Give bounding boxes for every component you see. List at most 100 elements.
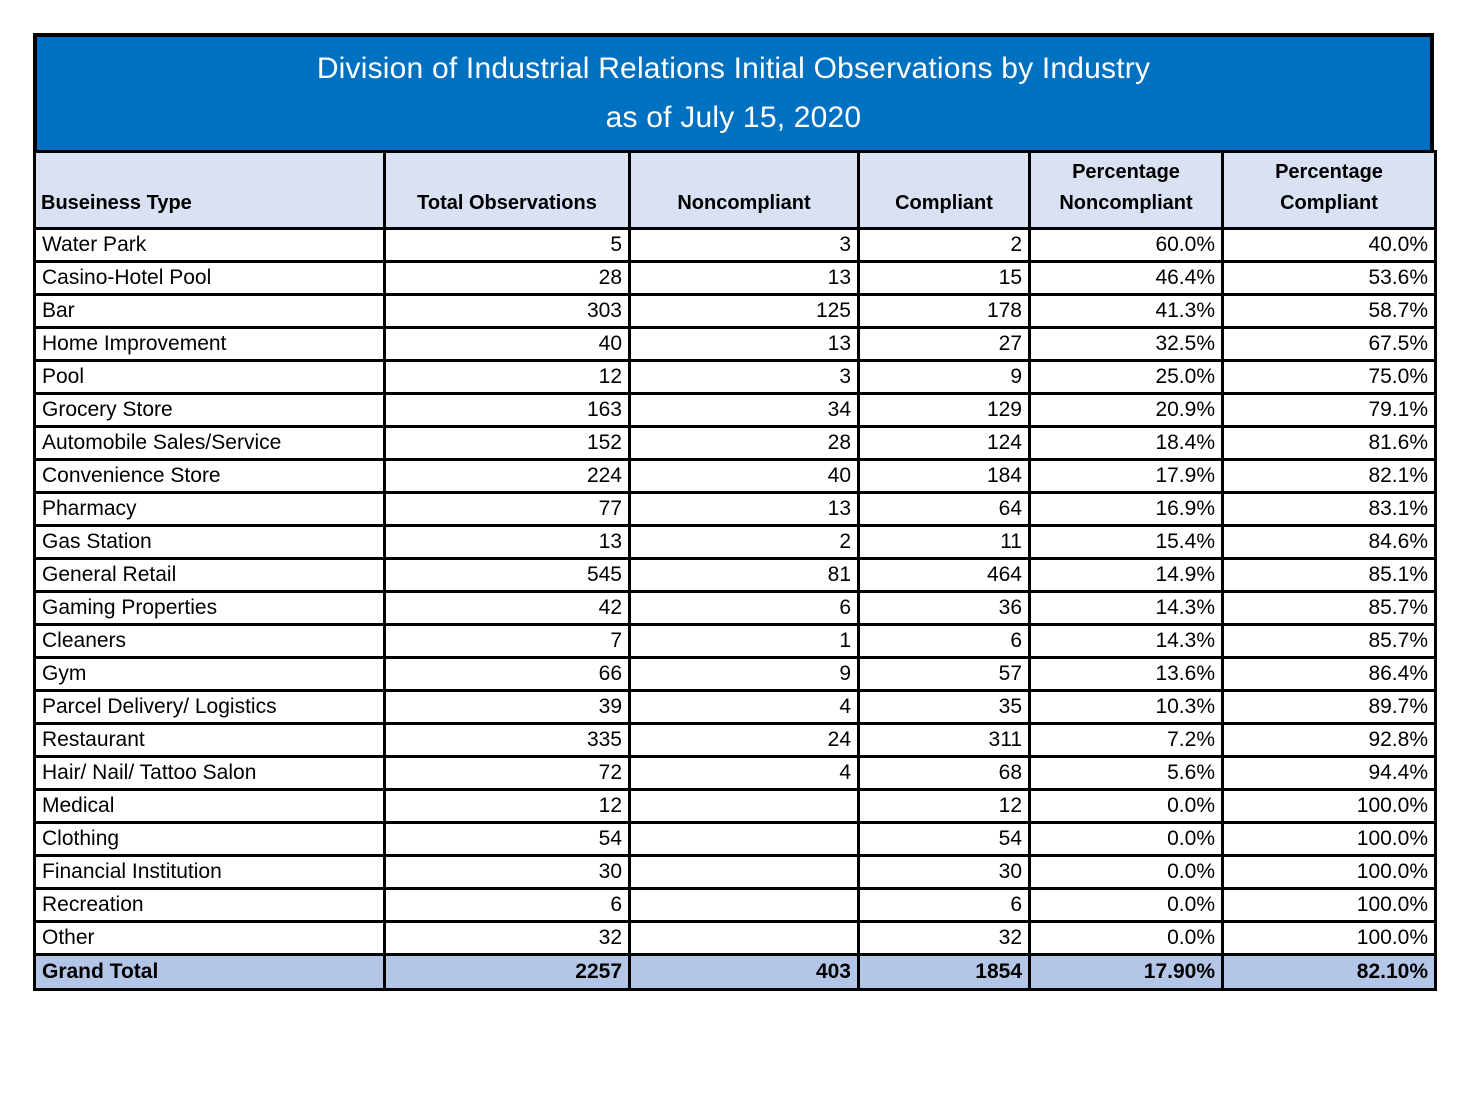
value-cell: 94.4%: [1221, 755, 1437, 791]
value-cell: 81: [628, 557, 860, 593]
value-cell: 163: [383, 392, 631, 428]
value-cell: 28: [383, 260, 631, 296]
business-type-cell: Pharmacy: [33, 491, 386, 527]
value-cell: 86.4%: [1221, 656, 1437, 692]
business-type-cell: Restaurant: [33, 722, 386, 758]
business-type-cell: Casino-Hotel Pool: [33, 260, 386, 296]
report-title-banner: Division of Industrial Relations Initial…: [33, 33, 1434, 150]
value-cell: 545: [383, 557, 631, 593]
business-type-cell: Recreation: [33, 887, 386, 923]
value-cell: 7: [383, 623, 631, 659]
value-cell: 0.0%: [1028, 920, 1224, 956]
value-cell: 311: [857, 722, 1031, 758]
business-type-cell: Bar: [33, 293, 386, 329]
business-type-cell: General Retail: [33, 557, 386, 593]
table-row: Water Park 5 3 2 60.0% 40.0%: [33, 227, 1437, 263]
value-cell: 4: [628, 689, 860, 725]
value-cell: 2: [857, 227, 1031, 263]
value-cell: 6: [383, 887, 631, 923]
value-cell: 129: [857, 392, 1031, 428]
value-cell: 5: [383, 227, 631, 263]
value-cell: 85.1%: [1221, 557, 1437, 593]
value-cell: 100.0%: [1221, 821, 1437, 857]
business-type-cell: Automobile Sales/Service: [33, 425, 386, 461]
value-cell: 6: [857, 887, 1031, 923]
header-row: Buseiness Type Total Observations Noncom…: [33, 150, 1437, 230]
value-cell: 124: [857, 425, 1031, 461]
value-cell: 72: [383, 755, 631, 791]
table-row: Clothing 54 54 0.0% 100.0%: [33, 821, 1437, 857]
value-cell: 11: [857, 524, 1031, 560]
value-cell: 5.6%: [1028, 755, 1224, 791]
table-row: General Retail 545 81 464 14.9% 85.1%: [33, 557, 1437, 593]
value-cell: 13: [628, 491, 860, 527]
value-cell: 41.3%: [1028, 293, 1224, 329]
value-cell: [628, 887, 860, 923]
value-cell: 27: [857, 326, 1031, 362]
value-cell: 30: [857, 854, 1031, 890]
table-row: Bar 303 125 178 41.3% 58.7%: [33, 293, 1437, 329]
value-cell: 35: [857, 689, 1031, 725]
value-cell: 3: [628, 227, 860, 263]
value-cell: 184: [857, 458, 1031, 494]
value-cell: 25.0%: [1028, 359, 1224, 395]
table-row: Grocery Store 163 34 129 20.9% 79.1%: [33, 392, 1437, 428]
value-cell: 40.0%: [1221, 227, 1437, 263]
value-cell: 89.7%: [1221, 689, 1437, 725]
report-title-line2: as of July 15, 2020: [605, 101, 862, 134]
value-cell: 0.0%: [1028, 887, 1224, 923]
table-row: Convenience Store 224 40 184 17.9% 82.1%: [33, 458, 1437, 494]
business-type-cell: Grocery Store: [33, 392, 386, 428]
column-header-percentage-compliant: Percentage Compliant: [1221, 150, 1437, 230]
value-cell: 17.9%: [1028, 458, 1224, 494]
business-type-cell: Home Improvement: [33, 326, 386, 362]
value-cell: 224: [383, 458, 631, 494]
value-cell: 15: [857, 260, 1031, 296]
value-cell: 100.0%: [1221, 788, 1437, 824]
table-body: Water Park 5 3 2 60.0% 40.0% Casino-Hotel Pool…: [33, 227, 1437, 991]
business-type-cell: Clothing: [33, 821, 386, 857]
value-cell: 6: [857, 623, 1031, 659]
value-cell: 12: [383, 788, 631, 824]
observations-table: Buseiness Type Total Observations Noncom…: [33, 150, 1437, 991]
value-cell: 1: [628, 623, 860, 659]
value-cell: 82.1%: [1221, 458, 1437, 494]
business-type-cell: Water Park: [33, 227, 386, 263]
value-cell: 3: [628, 359, 860, 395]
value-cell: 16.9%: [1028, 491, 1224, 527]
column-header-business-type: Buseiness Type: [33, 150, 386, 230]
value-cell: 100.0%: [1221, 920, 1437, 956]
value-cell: 75.0%: [1221, 359, 1437, 395]
value-cell: 79.1%: [1221, 392, 1437, 428]
table-row: Gas Station 13 2 11 15.4% 84.6%: [33, 524, 1437, 560]
table-row: Parcel Delivery/ Logistics 39 4 35 10.3% 89.7…: [33, 689, 1437, 725]
table-row: Gaming Properties 42 6 36 14.3% 85.7%: [33, 590, 1437, 626]
table-row: Recreation 6 6 0.0% 100.0%: [33, 887, 1437, 923]
business-type-cell: Gym: [33, 656, 386, 692]
value-cell: 1854: [857, 953, 1031, 991]
table-row: Other 32 32 0.0% 100.0%: [33, 920, 1437, 956]
table-row: Pool 12 3 9 25.0% 75.0%: [33, 359, 1437, 395]
value-cell: 46.4%: [1028, 260, 1224, 296]
value-cell: [628, 854, 860, 890]
value-cell: 30: [383, 854, 631, 890]
value-cell: 13: [628, 260, 860, 296]
value-cell: 335: [383, 722, 631, 758]
business-type-cell: Grand Total: [33, 953, 386, 991]
value-cell: 13: [628, 326, 860, 362]
value-cell: 36: [857, 590, 1031, 626]
value-cell: 84.6%: [1221, 524, 1437, 560]
value-cell: 13.6%: [1028, 656, 1224, 692]
value-cell: 100.0%: [1221, 887, 1437, 923]
value-cell: 77: [383, 491, 631, 527]
value-cell: 0.0%: [1028, 854, 1224, 890]
table-row: Cleaners 7 1 6 14.3% 85.7%: [33, 623, 1437, 659]
table-row: Financial Institution 30 30 0.0% 100.0%: [33, 854, 1437, 890]
value-cell: 6: [628, 590, 860, 626]
value-cell: 9: [628, 656, 860, 692]
value-cell: 39: [383, 689, 631, 725]
business-type-cell: Gas Station: [33, 524, 386, 560]
value-cell: 32: [383, 920, 631, 956]
business-type-cell: Medical: [33, 788, 386, 824]
